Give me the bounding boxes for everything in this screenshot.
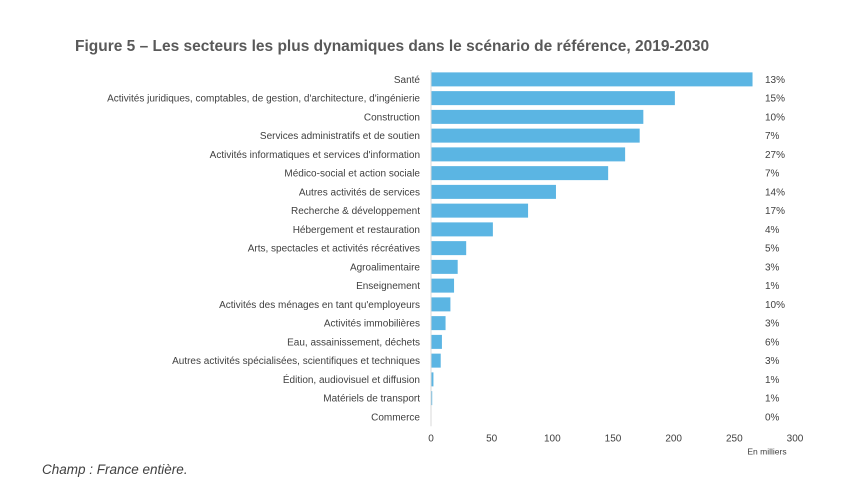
bar [431, 316, 446, 331]
category-label: Édition, audiovisuel et diffusion [283, 373, 420, 386]
x-tick-label: 0 [428, 433, 434, 444]
percent-label: 27% [765, 150, 785, 161]
bar [431, 109, 644, 124]
category-label: Activités des ménages en tant qu'employe… [219, 300, 420, 311]
bar [431, 334, 442, 349]
percent-label: 13% [765, 75, 785, 86]
x-tick-label: 250 [726, 433, 743, 444]
bar [431, 353, 441, 368]
bar [431, 184, 556, 199]
category-label: Matériels de transport [323, 394, 420, 405]
percent-label: 15% [765, 94, 785, 105]
category-label: Activités juridiques, comptables, de ges… [107, 94, 420, 105]
bar [431, 166, 609, 181]
bar-chart: Santé Activités juridiques, comptables, d… [107, 70, 804, 456]
bar [431, 278, 455, 293]
bar [431, 91, 675, 106]
percent-label: 3% [765, 319, 780, 330]
percent-label: 10% [765, 300, 785, 311]
percent-label: 3% [765, 356, 780, 367]
percent-label: 6% [765, 337, 780, 348]
category-label: Arts, spectacles et activités récréative… [248, 244, 420, 255]
bar [431, 147, 626, 162]
percent-labels: 13% 15% 10% 7% 27% 7% 14% 17% 4% 5% 3% 1% 10% 3% 6% 3% 1… [765, 75, 785, 424]
chart-title: Figure 5 – Les secteurs les plus dynamiq… [75, 38, 710, 55]
category-label: Activités immobilières [324, 319, 420, 330]
percent-label: 4% [765, 225, 780, 236]
category-label: Eau, assainissement, déchets [287, 337, 420, 348]
percent-label: 0% [765, 412, 780, 423]
category-labels: Santé Activités juridiques, comptables, d… [107, 75, 420, 424]
bar [431, 72, 753, 87]
percent-label: 7% [765, 169, 780, 180]
percent-label: 1% [765, 375, 780, 386]
percent-label: 14% [765, 187, 785, 198]
bar [431, 203, 529, 218]
x-tick-label: 50 [486, 433, 498, 444]
percent-label: 17% [765, 206, 785, 217]
category-label: Services administratifs et de soutien [260, 131, 420, 142]
percent-label: 3% [765, 262, 780, 273]
percent-label: 7% [765, 131, 780, 142]
x-tick-label: 200 [665, 433, 682, 444]
percent-label: 1% [765, 394, 780, 405]
category-label: Médico-social et action sociale [284, 169, 420, 180]
percent-label: 10% [765, 112, 785, 123]
bar [431, 297, 451, 312]
category-label: Activités informatiques et services d'in… [210, 150, 420, 161]
percent-label: 5% [765, 244, 780, 255]
x-axis-unit-label: En milliers [747, 446, 786, 456]
category-label: Agroalimentaire [350, 262, 420, 273]
category-label: Recherche & développement [291, 206, 420, 217]
bar [431, 241, 467, 256]
bar [431, 391, 433, 406]
category-label: Autres activités spécialisées, scientifi… [172, 356, 420, 367]
bar [431, 222, 493, 237]
x-tick-label: 100 [544, 433, 561, 444]
bar [431, 372, 434, 387]
x-tick-label: 150 [605, 433, 622, 444]
x-tick-label: 300 [787, 433, 804, 444]
percent-label: 1% [765, 281, 780, 292]
category-label: Autres activités de services [299, 187, 420, 198]
category-label: Commerce [371, 412, 420, 423]
bars-group [431, 72, 753, 406]
category-label: Enseignement [356, 281, 420, 292]
bar [431, 259, 458, 274]
category-label: Hébergement et restauration [293, 225, 420, 236]
footnote: Champ : France entière. [42, 462, 188, 477]
bar [431, 128, 640, 143]
category-label: Construction [364, 112, 420, 123]
category-label: Santé [394, 75, 421, 86]
